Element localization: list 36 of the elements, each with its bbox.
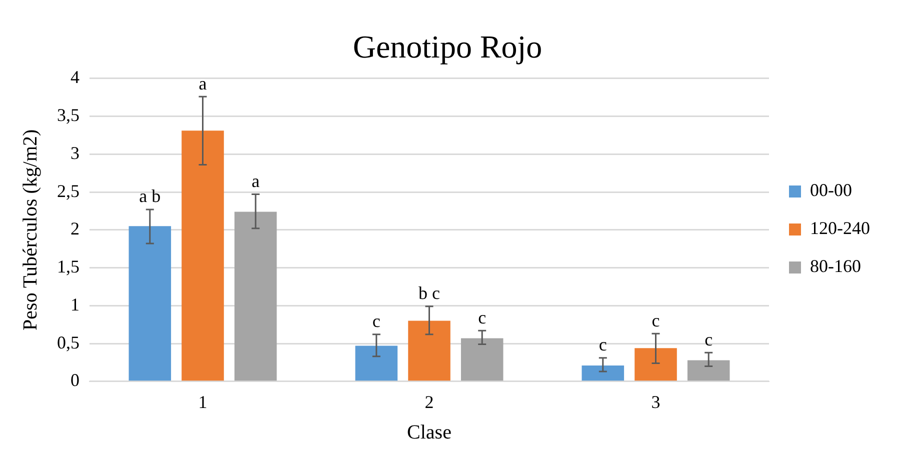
bar (408, 320, 450, 381)
y-tick-label: 0 (70, 370, 80, 390)
y-tick-label: 3,5 (57, 105, 80, 126)
bar (355, 346, 398, 381)
annotation: a (198, 73, 207, 94)
legend-label: 80-160 (810, 256, 862, 276)
y-tick-label: 0,5 (57, 332, 80, 352)
bar (582, 365, 624, 381)
y-tick-label: 3 (70, 142, 80, 163)
annotation: a (252, 171, 260, 192)
annotation: c (372, 311, 380, 332)
legend-label: 120-240 (810, 218, 870, 238)
y-tick-label: 2,5 (57, 180, 80, 201)
annotation: c (478, 307, 486, 328)
y-tick-label: 1 (70, 294, 80, 314)
x-axis-title: Clase (407, 421, 452, 444)
annotation: b c (418, 283, 440, 304)
y-tick-label: 2 (70, 218, 80, 239)
x-tick-label: 2 (424, 392, 434, 412)
chart-title: Genotipo Rojo (352, 28, 542, 65)
bar (460, 338, 504, 381)
y-tick-label: 1,5 (57, 256, 80, 277)
bar (234, 212, 277, 381)
annotation: c (652, 310, 660, 330)
annotation: c (704, 329, 713, 350)
annotation: c (598, 334, 607, 355)
bar (687, 360, 730, 381)
bar (634, 348, 677, 381)
bar (182, 130, 224, 381)
x-tick-label: 1 (198, 392, 208, 412)
annotation: a b (139, 186, 161, 206)
legend-label: 00-00 (810, 180, 852, 200)
y-tick-label: 4 (70, 67, 80, 88)
bar (128, 226, 172, 381)
x-tick-label: 3 (651, 392, 660, 412)
y-axis-title: Peso Tubérculos (kg/m2) (19, 129, 42, 330)
